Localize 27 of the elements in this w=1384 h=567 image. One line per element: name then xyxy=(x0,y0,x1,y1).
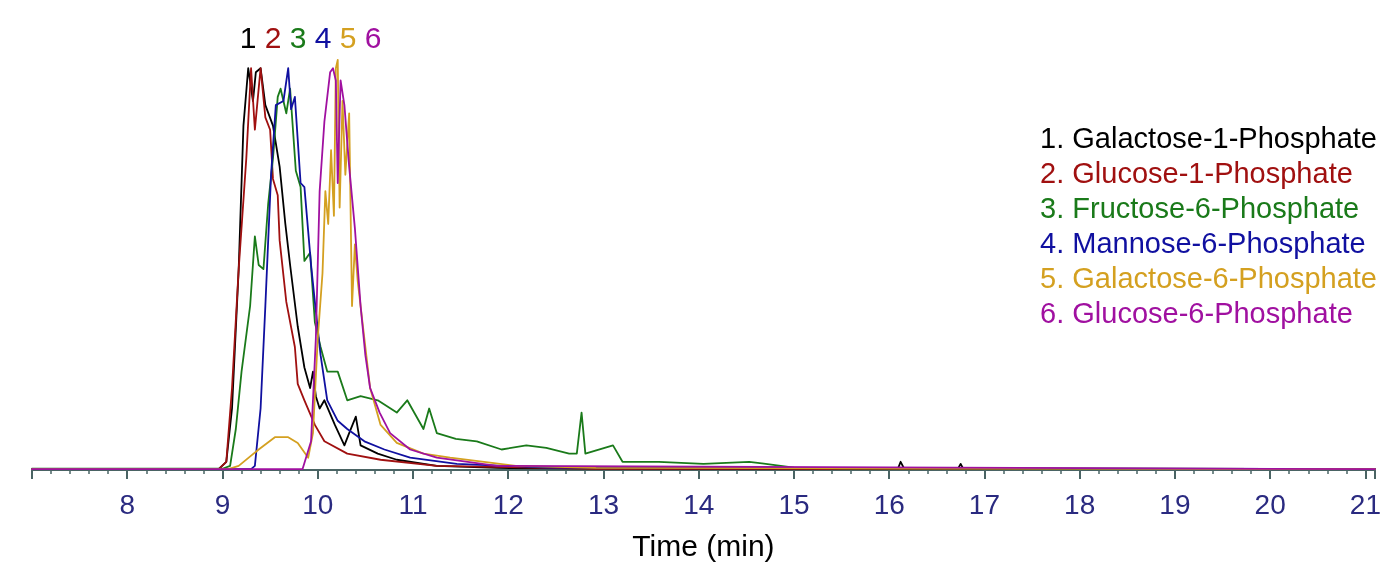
text: 6. Glucose-6-Phosphate xyxy=(1040,296,1353,329)
x-axis-title: Time (min) xyxy=(632,528,775,562)
x-tick-label: 20 xyxy=(1254,488,1286,520)
x-tick-label: 17 xyxy=(968,488,1001,520)
x-tick-label: 11 xyxy=(398,488,428,520)
x-tick-label: 13 xyxy=(587,488,620,520)
x-tick-label: 14 xyxy=(683,488,715,520)
x-tick-label: 8 xyxy=(119,488,136,520)
x-tick-label: 21 xyxy=(1349,488,1382,520)
x-tick-label: 16 xyxy=(873,488,905,520)
x-tick-label: 10 xyxy=(302,488,334,520)
text: 1. Galactose-1-Phosphate xyxy=(1040,121,1378,154)
x-tick-label: 19 xyxy=(1159,488,1191,520)
text: 5 xyxy=(339,20,357,54)
x-tick-label: 12 xyxy=(492,488,524,520)
text: 4 xyxy=(314,20,332,54)
text: 3. Fructose-6-Phosphate xyxy=(1040,191,1360,224)
text: 3 xyxy=(289,20,307,54)
x-tick-label: 9 xyxy=(214,488,231,520)
x-tick-label: 15 xyxy=(778,488,810,520)
x-tick-label: 18 xyxy=(1064,488,1096,520)
text: 6 xyxy=(364,20,382,54)
text: 2 xyxy=(264,20,282,54)
text: 4. Mannose-6-Phosphate xyxy=(1040,226,1366,259)
text: 1 xyxy=(239,20,257,54)
text: 5. Galactose-6-Phosphate xyxy=(1040,261,1378,294)
text: 2. Glucose-1-Phosphate xyxy=(1040,156,1353,189)
